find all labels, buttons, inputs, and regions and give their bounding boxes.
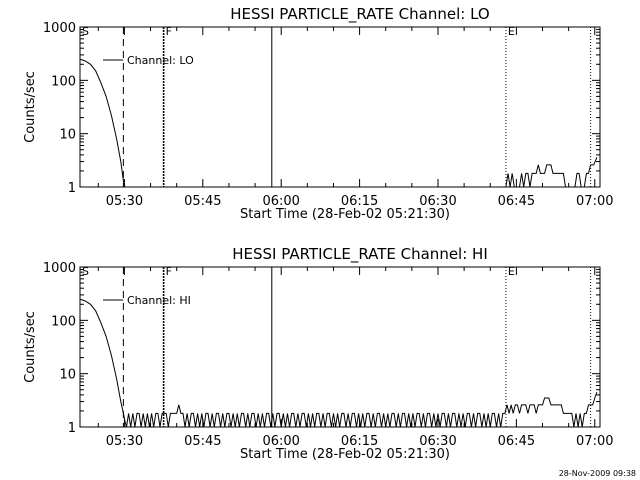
x-axis-label: Start Time (28-Feb-02 05:21:30): [240, 207, 450, 222]
marker-label: S: [82, 265, 89, 278]
x-tick-label: 06:00: [262, 194, 299, 209]
panel-hi: HESSI PARTICLE_RATE Channel: HI 1 10 100 100…: [23, 245, 614, 462]
y-tick-label: 100: [51, 314, 76, 329]
series-line-0: [79, 298, 127, 428]
panel-lo: HESSI PARTICLE_RATE Channel: LO 1 10 100 100…: [23, 5, 614, 222]
legend-entry: Channel: LO: [127, 54, 194, 67]
x-tick-label: 05:30: [106, 434, 143, 449]
x-tick-label: 05:30: [106, 194, 143, 209]
x-tick-label: 06:15: [341, 434, 378, 449]
y-tick-label: 1000: [43, 21, 76, 36]
chart-title: HESSI PARTICLE_RATE Channel: LO: [230, 5, 489, 24]
x-tick-label: 05:45: [184, 194, 221, 209]
legend-entry: Channel: HI: [127, 294, 191, 307]
marker-label: S: [82, 25, 89, 38]
series-line-1: [126, 392, 598, 428]
y-axis-label: Counts/sec: [23, 311, 38, 383]
y-tick-label: 1: [68, 421, 76, 436]
series-line-0: [79, 58, 126, 188]
y-tick-label: 10: [59, 128, 76, 143]
y-tick-label: 1: [68, 181, 76, 196]
x-tick-label: 05:45: [184, 434, 221, 449]
x-axis-label: Start Time (28-Feb-02 05:21:30): [240, 447, 450, 462]
x-tick-label: 06:30: [419, 194, 456, 209]
y-tick-label: 100: [51, 74, 76, 89]
y-tick-label: 10: [59, 368, 76, 383]
y-axis-label: Counts/sec: [23, 71, 38, 143]
marker-label: E: [508, 265, 515, 278]
marker-label: E: [508, 25, 515, 38]
plot-timestamp: 28-Nov-2009 09:38: [559, 469, 636, 478]
x-tick-label: 06:45: [498, 194, 535, 209]
marker-label: F: [166, 25, 172, 38]
x-tick-label: 06:00: [262, 434, 299, 449]
x-tick-label: 06:15: [341, 194, 378, 209]
y-tick-label: 1000: [43, 261, 76, 276]
chart-title: HESSI PARTICLE_RATE Channel: HI: [232, 245, 488, 264]
series-line-1: [505, 157, 598, 188]
plot-frame: [79, 26, 601, 188]
x-tick-label: 07:00: [576, 194, 613, 209]
x-tick-label: 06:45: [498, 434, 535, 449]
x-tick-label: 06:30: [419, 434, 456, 449]
marker-label: F: [166, 265, 172, 278]
x-tick-label: 07:00: [576, 434, 613, 449]
